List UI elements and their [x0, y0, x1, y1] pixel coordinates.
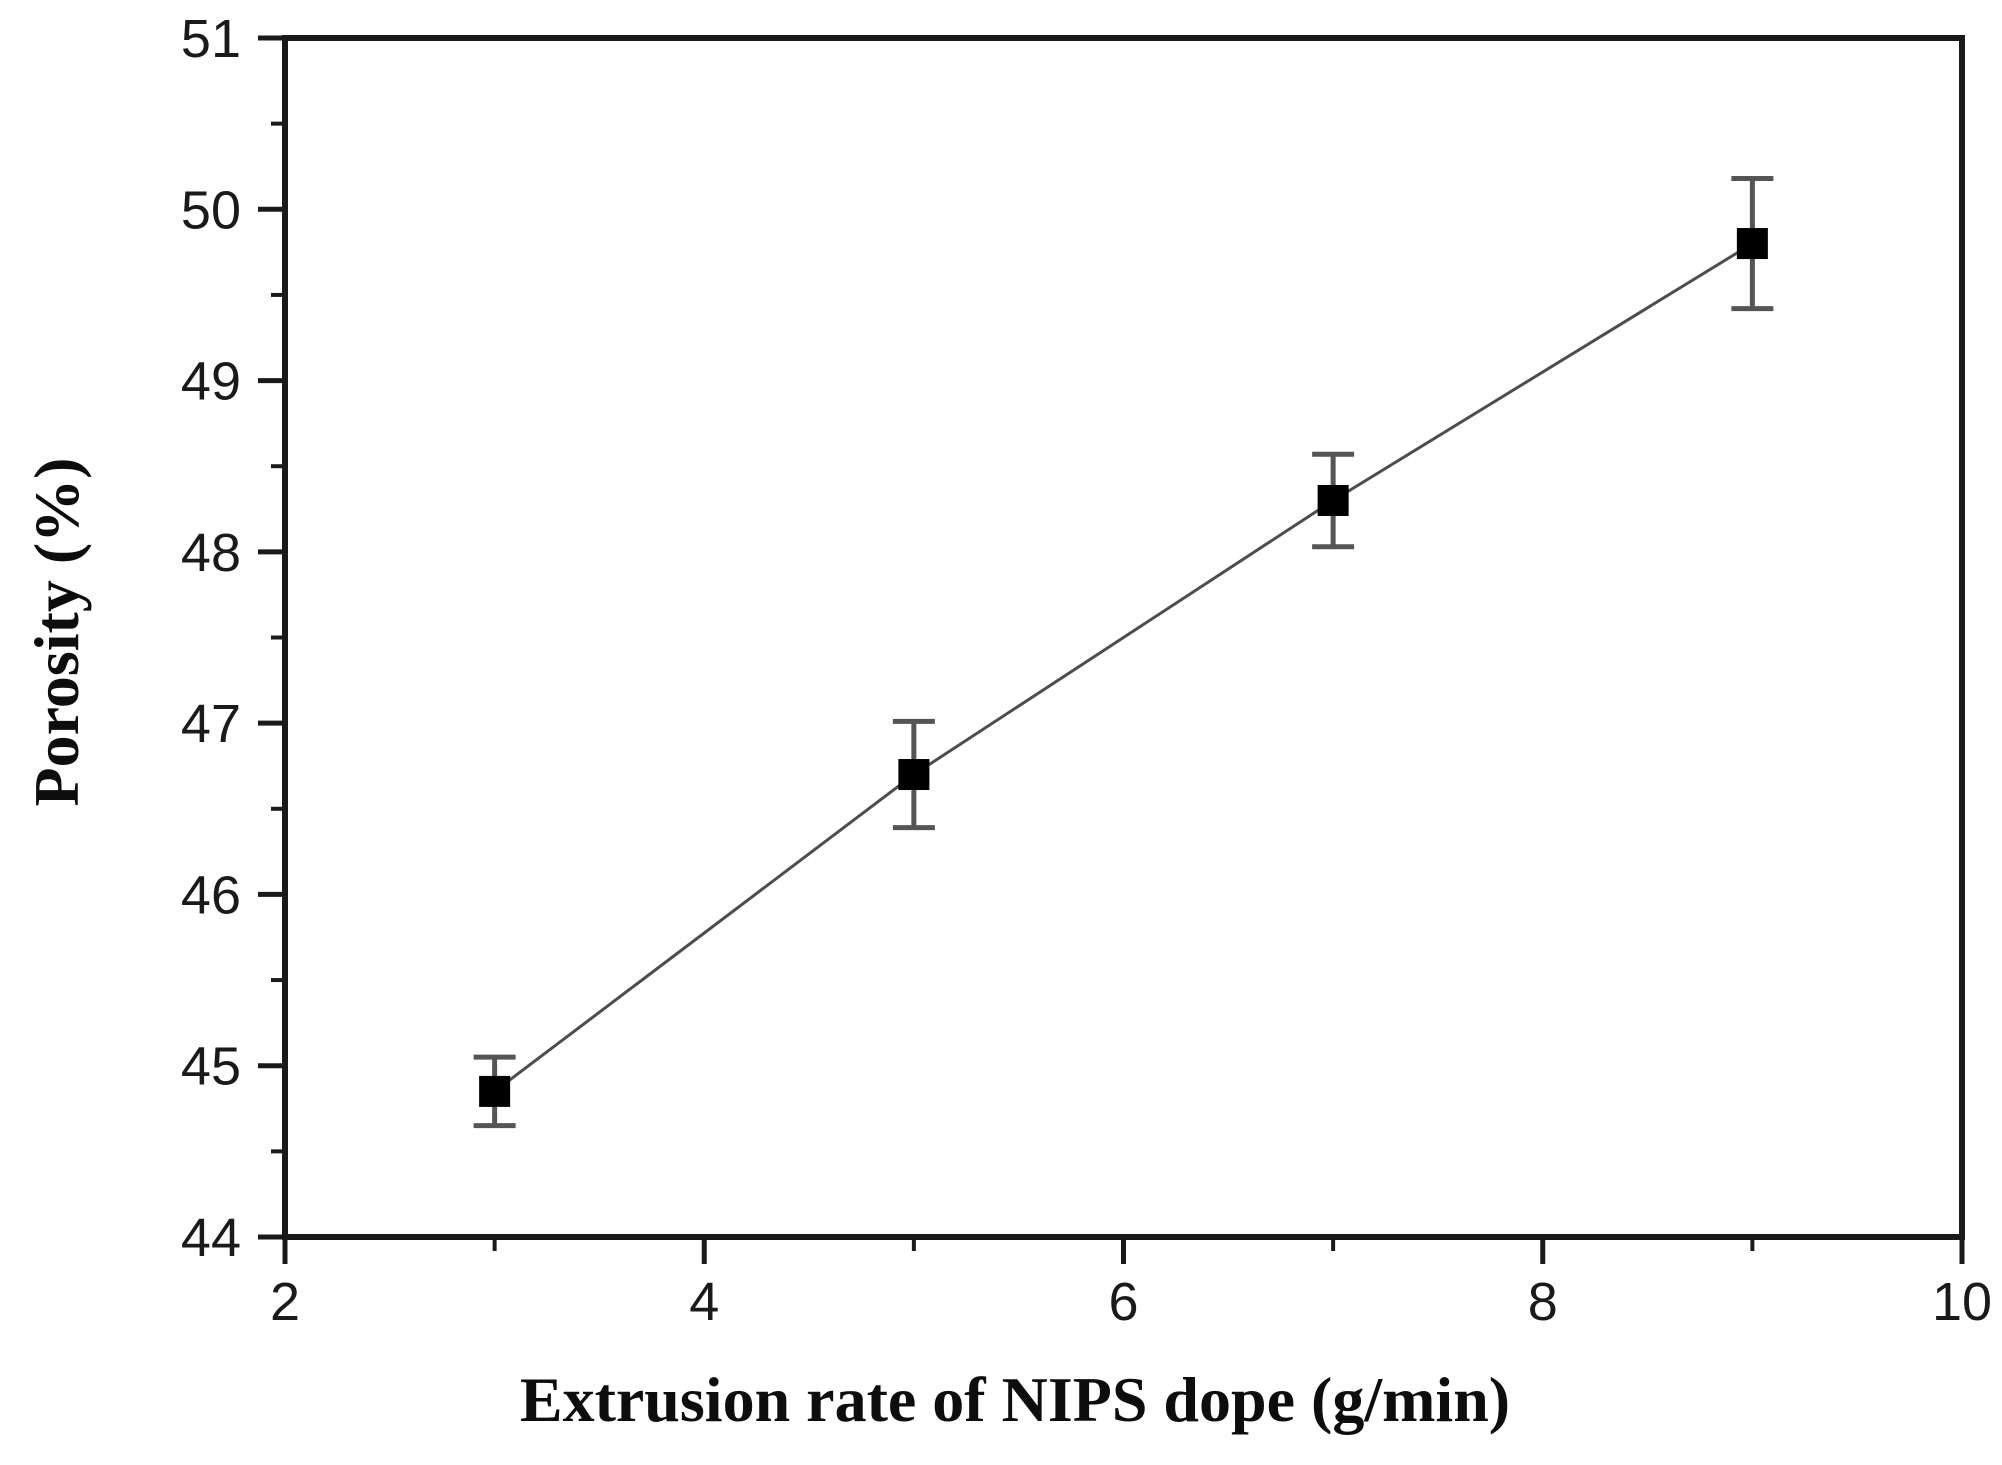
data-point-marker: [898, 759, 930, 791]
y-tick-label: 45: [181, 1037, 241, 1097]
y-tick-label: 44: [181, 1208, 241, 1268]
data-point-marker: [1736, 228, 1768, 260]
x-tick-label: 2: [270, 1272, 300, 1332]
x-tick-label: 10: [1932, 1272, 1992, 1332]
y-tick-label: 51: [181, 9, 241, 69]
data-point-marker: [1317, 484, 1349, 516]
x-tick-label: 8: [1528, 1272, 1558, 1332]
x-tick-label: 4: [689, 1272, 719, 1332]
y-tick-label: 50: [181, 180, 241, 240]
y-tick-label: 47: [181, 694, 241, 754]
x-tick-label: 6: [1108, 1272, 1138, 1332]
y-tick-label: 48: [181, 523, 241, 583]
y-tick-label: 46: [181, 865, 241, 925]
x-axis-title: Extrusion rate of NIPS dope (g/min): [519, 1364, 1511, 1435]
data-point-marker: [479, 1075, 511, 1107]
y-axis-title: Porosity (%): [21, 457, 92, 807]
y-tick-label: 49: [181, 352, 241, 412]
data-line: [493, 242, 1754, 1093]
